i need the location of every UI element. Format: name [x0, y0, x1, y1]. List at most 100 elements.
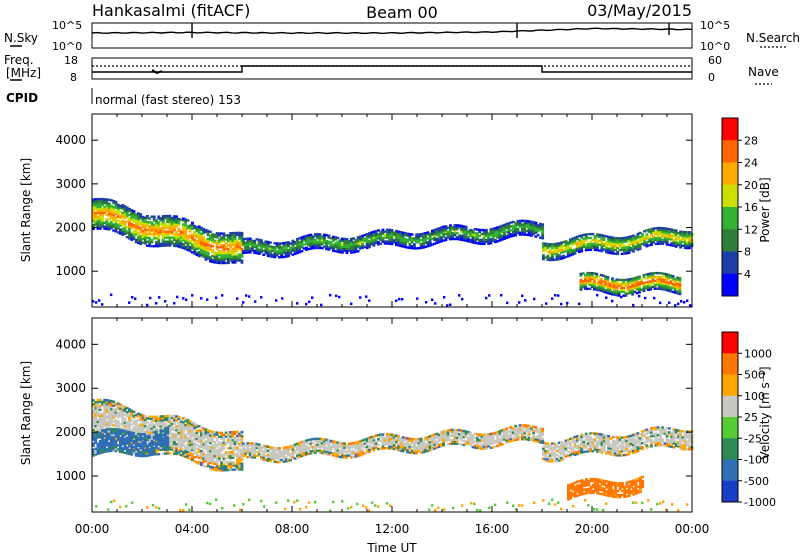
heatmap-cell — [361, 246, 365, 249]
heatmap-cell — [498, 239, 502, 242]
heatmap-cell — [440, 438, 443, 442]
heatmap-cell — [275, 460, 279, 464]
heatmap-cell — [213, 444, 217, 448]
heatmap-cell — [204, 446, 208, 449]
heatmap-cell — [222, 465, 226, 468]
heatmap-cell — [94, 441, 98, 444]
heatmap-cell — [197, 460, 201, 463]
heatmap-cell — [309, 235, 313, 238]
heatmap-cell — [644, 287, 648, 290]
heatmap-cell — [229, 431, 233, 434]
heatmap-cell — [143, 236, 147, 239]
heatmap-cell — [98, 416, 102, 419]
heatmap-cell — [498, 231, 502, 234]
heatmap-cell — [134, 415, 138, 419]
heatmap-cell — [611, 250, 615, 253]
heatmap-cell — [395, 448, 398, 451]
heatmap-cell — [98, 398, 102, 402]
heatmap-cell — [381, 230, 385, 233]
heatmap-cell — [141, 426, 145, 429]
heatmap-cell — [541, 235, 545, 238]
heatmap-cell — [298, 455, 302, 458]
heatmap-cell — [206, 458, 210, 462]
heatmap-cell — [112, 443, 116, 447]
heatmap-cell — [611, 287, 614, 290]
heatmap-cell — [193, 240, 197, 243]
heatmap-cell — [240, 448, 244, 451]
heatmap-cell — [428, 240, 432, 243]
heatmap-cell — [271, 458, 275, 461]
heatmap-cell — [686, 233, 689, 236]
heatmap-cell — [103, 434, 107, 438]
heatmap-cell — [168, 430, 172, 433]
heatmap-cell — [238, 253, 242, 256]
heatmap-cell — [489, 234, 493, 237]
heatmap-cell — [417, 239, 421, 242]
heatmap-cell — [184, 230, 188, 233]
heatmap-cell — [383, 443, 387, 446]
heatmap-cell — [224, 238, 228, 241]
heatmap-cell — [647, 244, 651, 247]
heatmap-cell — [323, 235, 326, 238]
heatmap-cell — [605, 235, 608, 238]
heatmap-cell — [379, 242, 383, 246]
heatmap-cell — [661, 227, 665, 230]
heatmap-cell — [273, 450, 277, 454]
heatmap-cell — [453, 442, 457, 445]
heatmap-cell — [284, 245, 288, 248]
heatmap-cell — [683, 233, 687, 236]
heatmap-cell — [166, 414, 170, 418]
heatmap-cell — [186, 240, 190, 244]
heatmap-cell — [233, 468, 237, 471]
heatmap-cell — [116, 219, 120, 222]
heatmap-cell — [352, 443, 356, 447]
heatmap-cell — [327, 240, 331, 243]
heatmap-cell — [505, 230, 509, 234]
heatmap-cell — [370, 437, 374, 441]
heatmap-cell — [227, 240, 230, 243]
heatmap-cell — [206, 231, 210, 235]
heatmap-cell — [143, 238, 147, 241]
heatmap-cell — [202, 437, 206, 440]
heatmap-cell — [215, 240, 219, 243]
heatmap-cell — [507, 235, 511, 239]
heatmap-cell — [334, 448, 338, 452]
heatmap-cell — [309, 446, 313, 449]
heatmap-cell — [177, 237, 181, 240]
heatmap-cell — [211, 468, 215, 471]
heatmap-cell — [609, 240, 613, 243]
heatmap-cell — [660, 280, 664, 283]
heatmap-cell — [229, 243, 233, 247]
heatmap-cell — [236, 432, 239, 436]
heatmap-cell — [96, 412, 100, 416]
heatmap-cell — [112, 225, 116, 228]
heatmap-cell — [356, 452, 360, 456]
heatmap-cell — [309, 247, 313, 250]
heatmap-cell — [220, 461, 224, 464]
heatmap-cell — [683, 240, 687, 244]
heatmap-cell — [191, 233, 194, 236]
heatmap-cell — [231, 249, 235, 252]
heatmap-cell — [536, 230, 540, 233]
heatmap-cell — [175, 442, 179, 446]
heatmap-cell — [641, 236, 644, 240]
heatmap-cell — [204, 440, 208, 443]
heatmap-cell — [166, 448, 170, 451]
heatmap-cell — [622, 280, 626, 284]
heatmap-cell — [433, 443, 437, 446]
heatmap-cell — [629, 289, 632, 293]
heatmap-cell — [251, 241, 254, 244]
heatmap-cell — [656, 232, 660, 236]
heatmap-cell — [395, 239, 398, 243]
heatmap-cell — [302, 237, 306, 240]
heatmap-cell — [645, 241, 649, 244]
heatmap-cell — [343, 249, 347, 252]
heatmap-cell — [121, 416, 125, 419]
heatmap-cell — [266, 246, 270, 250]
heatmap-cell — [505, 439, 509, 442]
heatmap-cell — [293, 449, 297, 452]
heatmap-cell — [584, 279, 587, 283]
heatmap-cell — [480, 437, 484, 440]
heatmap-cell — [188, 445, 192, 449]
heatmap-cell — [231, 247, 235, 250]
